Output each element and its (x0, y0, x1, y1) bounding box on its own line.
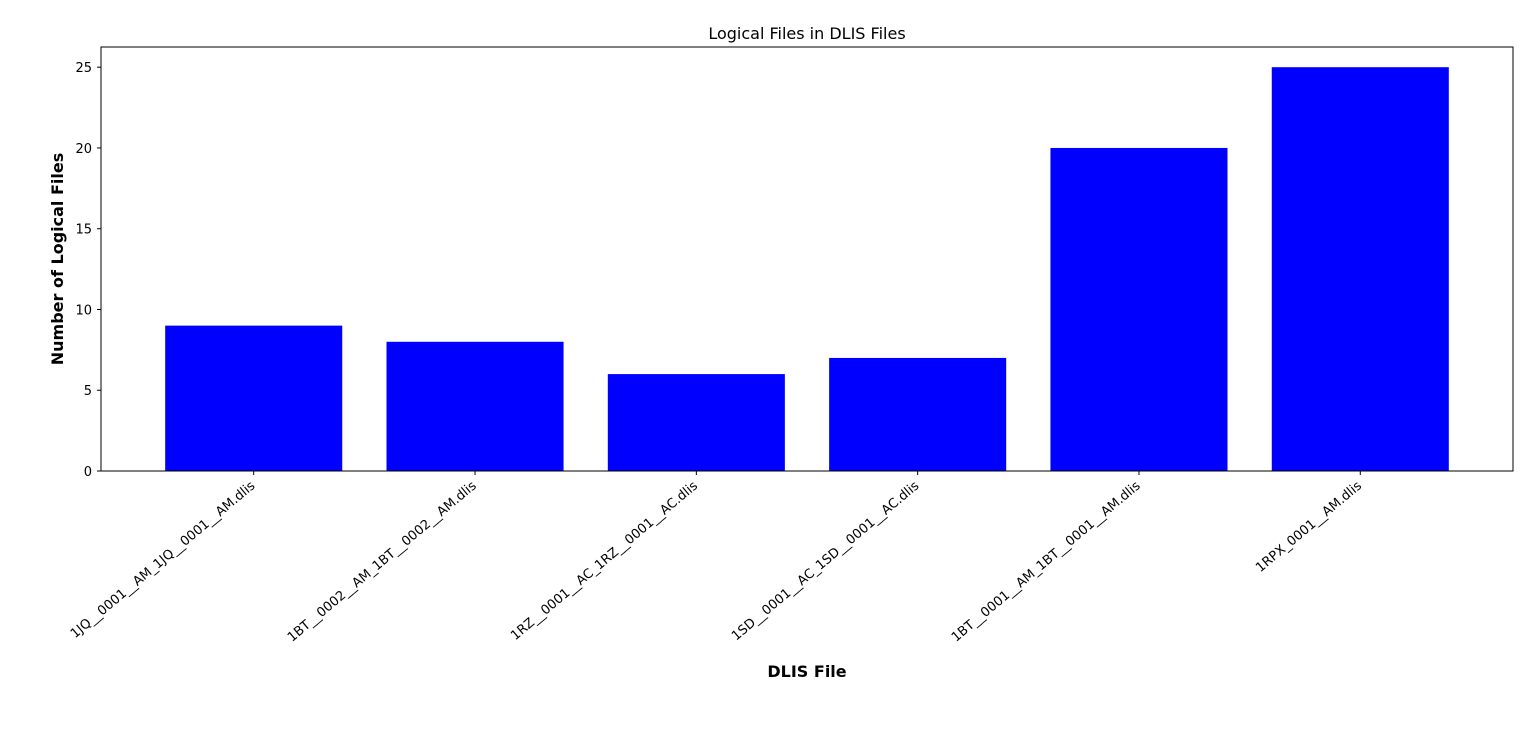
bars-layer (165, 67, 1449, 471)
y-tick-label: 15 (75, 223, 92, 238)
plot-area-frame (100, 46, 1514, 472)
y-tick-label: 5 (84, 384, 92, 399)
bar (829, 357, 1007, 471)
bar (1271, 67, 1449, 471)
y-axis-label: Number of Logical Files (48, 153, 67, 365)
bar (165, 325, 343, 471)
y-tick-label: 20 (75, 142, 92, 157)
y-tick-label: 0 (84, 465, 92, 480)
bar (386, 341, 564, 471)
y-tick-label: 25 (75, 61, 92, 76)
y-axis: 0 5 10 15 20 25 (75, 61, 101, 480)
bar (1050, 147, 1228, 471)
chart-title: Logical Files in DLIS Files (708, 24, 905, 43)
bar (607, 374, 785, 471)
y-tick-label: 10 (75, 303, 92, 318)
x-axis-label: DLIS File (767, 662, 846, 681)
